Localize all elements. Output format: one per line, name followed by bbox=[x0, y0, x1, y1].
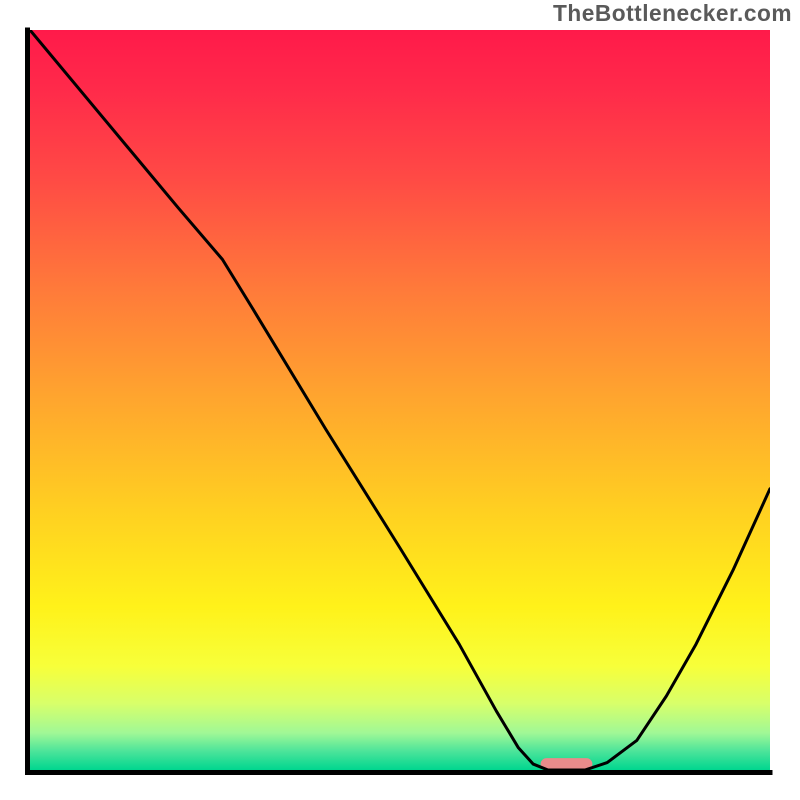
valley-marker bbox=[541, 758, 593, 770]
bottleneck-chart: TheBottlenecker.com bbox=[0, 0, 800, 800]
plot-area bbox=[28, 30, 771, 773]
chart-svg bbox=[0, 0, 800, 800]
gradient-background bbox=[30, 30, 770, 770]
